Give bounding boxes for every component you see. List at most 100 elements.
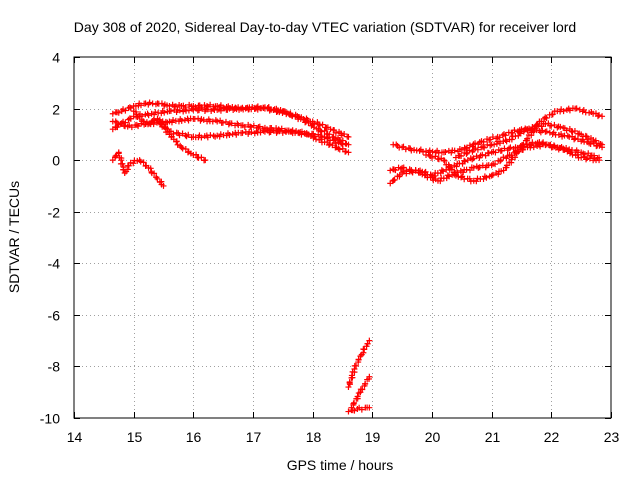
data-point [496, 140, 503, 147]
data-point [361, 346, 368, 353]
data-point [305, 120, 312, 127]
data-point [572, 135, 579, 142]
data-point [185, 131, 192, 138]
data-point [451, 147, 458, 154]
data-point [481, 144, 488, 151]
data-point [453, 163, 460, 170]
data-point [161, 109, 168, 116]
data-point [497, 158, 504, 165]
data-point [571, 128, 578, 135]
data-point [573, 105, 580, 112]
data-point [387, 167, 394, 174]
data-point [429, 174, 436, 181]
data-point [529, 139, 536, 146]
data-point [358, 406, 365, 413]
data-point [137, 158, 144, 165]
data-point [392, 167, 399, 174]
data-point [355, 356, 362, 363]
data-point [516, 129, 523, 136]
data-point [345, 133, 352, 140]
series-arc-4 [154, 115, 346, 148]
data-point [345, 149, 352, 156]
data-point [200, 116, 207, 123]
data-point [483, 174, 490, 181]
data-point [198, 154, 205, 161]
data-point [251, 104, 258, 111]
data-point [217, 131, 224, 138]
data-point [217, 107, 224, 114]
data-point [479, 143, 486, 150]
data-layer [109, 99, 606, 415]
data-point [448, 166, 455, 173]
data-point [207, 132, 214, 139]
data-point [140, 159, 147, 166]
data-point [354, 393, 361, 400]
data-point [408, 147, 415, 154]
data-point [204, 103, 211, 110]
plot-frame [73, 56, 612, 419]
data-point [119, 160, 126, 167]
data-point [300, 116, 307, 123]
data-point [492, 149, 499, 156]
data-point [353, 362, 360, 369]
data-point [130, 160, 137, 167]
data-point [520, 141, 527, 148]
data-point [416, 147, 423, 154]
data-point [173, 138, 180, 145]
data-point [517, 130, 524, 137]
data-point [257, 129, 264, 136]
data-point [583, 133, 590, 140]
data-point [146, 120, 153, 127]
data-point [190, 106, 197, 113]
data-point [226, 132, 233, 139]
data-point [515, 148, 522, 155]
data-point [578, 154, 585, 161]
data-point [495, 171, 502, 178]
data-point [282, 127, 289, 134]
data-point [133, 121, 140, 128]
data-point [345, 141, 352, 148]
data-point [565, 147, 572, 154]
data-point [359, 386, 366, 393]
data-point [220, 104, 227, 111]
data-point [196, 107, 203, 114]
data-point [584, 136, 591, 143]
data-point [462, 158, 469, 165]
x-tick-label: 21 [485, 429, 501, 445]
data-point [321, 127, 328, 134]
data-point [560, 108, 567, 115]
data-point [294, 113, 301, 120]
data-point [241, 123, 248, 130]
data-point [276, 128, 283, 135]
data-point [542, 121, 549, 128]
data-point [543, 141, 550, 148]
data-point [346, 379, 353, 386]
data-point [511, 127, 518, 134]
data-point [228, 120, 235, 127]
y-axis-label: SDTVAR / TECUs [6, 181, 22, 293]
data-point [525, 125, 532, 132]
data-point [122, 107, 129, 114]
data-point [362, 380, 369, 387]
series-arc-14 [452, 120, 606, 161]
data-point [397, 165, 404, 172]
data-point [441, 157, 448, 164]
data-point [458, 152, 465, 159]
data-point [440, 168, 447, 175]
data-point [530, 144, 537, 151]
data-point [487, 142, 494, 149]
data-point [142, 100, 149, 107]
data-point [317, 133, 324, 140]
data-point [591, 152, 598, 159]
data-point [115, 150, 122, 157]
y-tick-label: -10 [40, 411, 60, 427]
data-point [154, 175, 161, 182]
data-point [311, 133, 318, 140]
data-point [508, 136, 515, 143]
data-point [345, 408, 352, 415]
x-tick-label: 22 [544, 429, 560, 445]
series-arc-13 [423, 105, 606, 185]
data-point [245, 106, 252, 113]
data-point [202, 157, 209, 164]
data-point [599, 113, 606, 120]
